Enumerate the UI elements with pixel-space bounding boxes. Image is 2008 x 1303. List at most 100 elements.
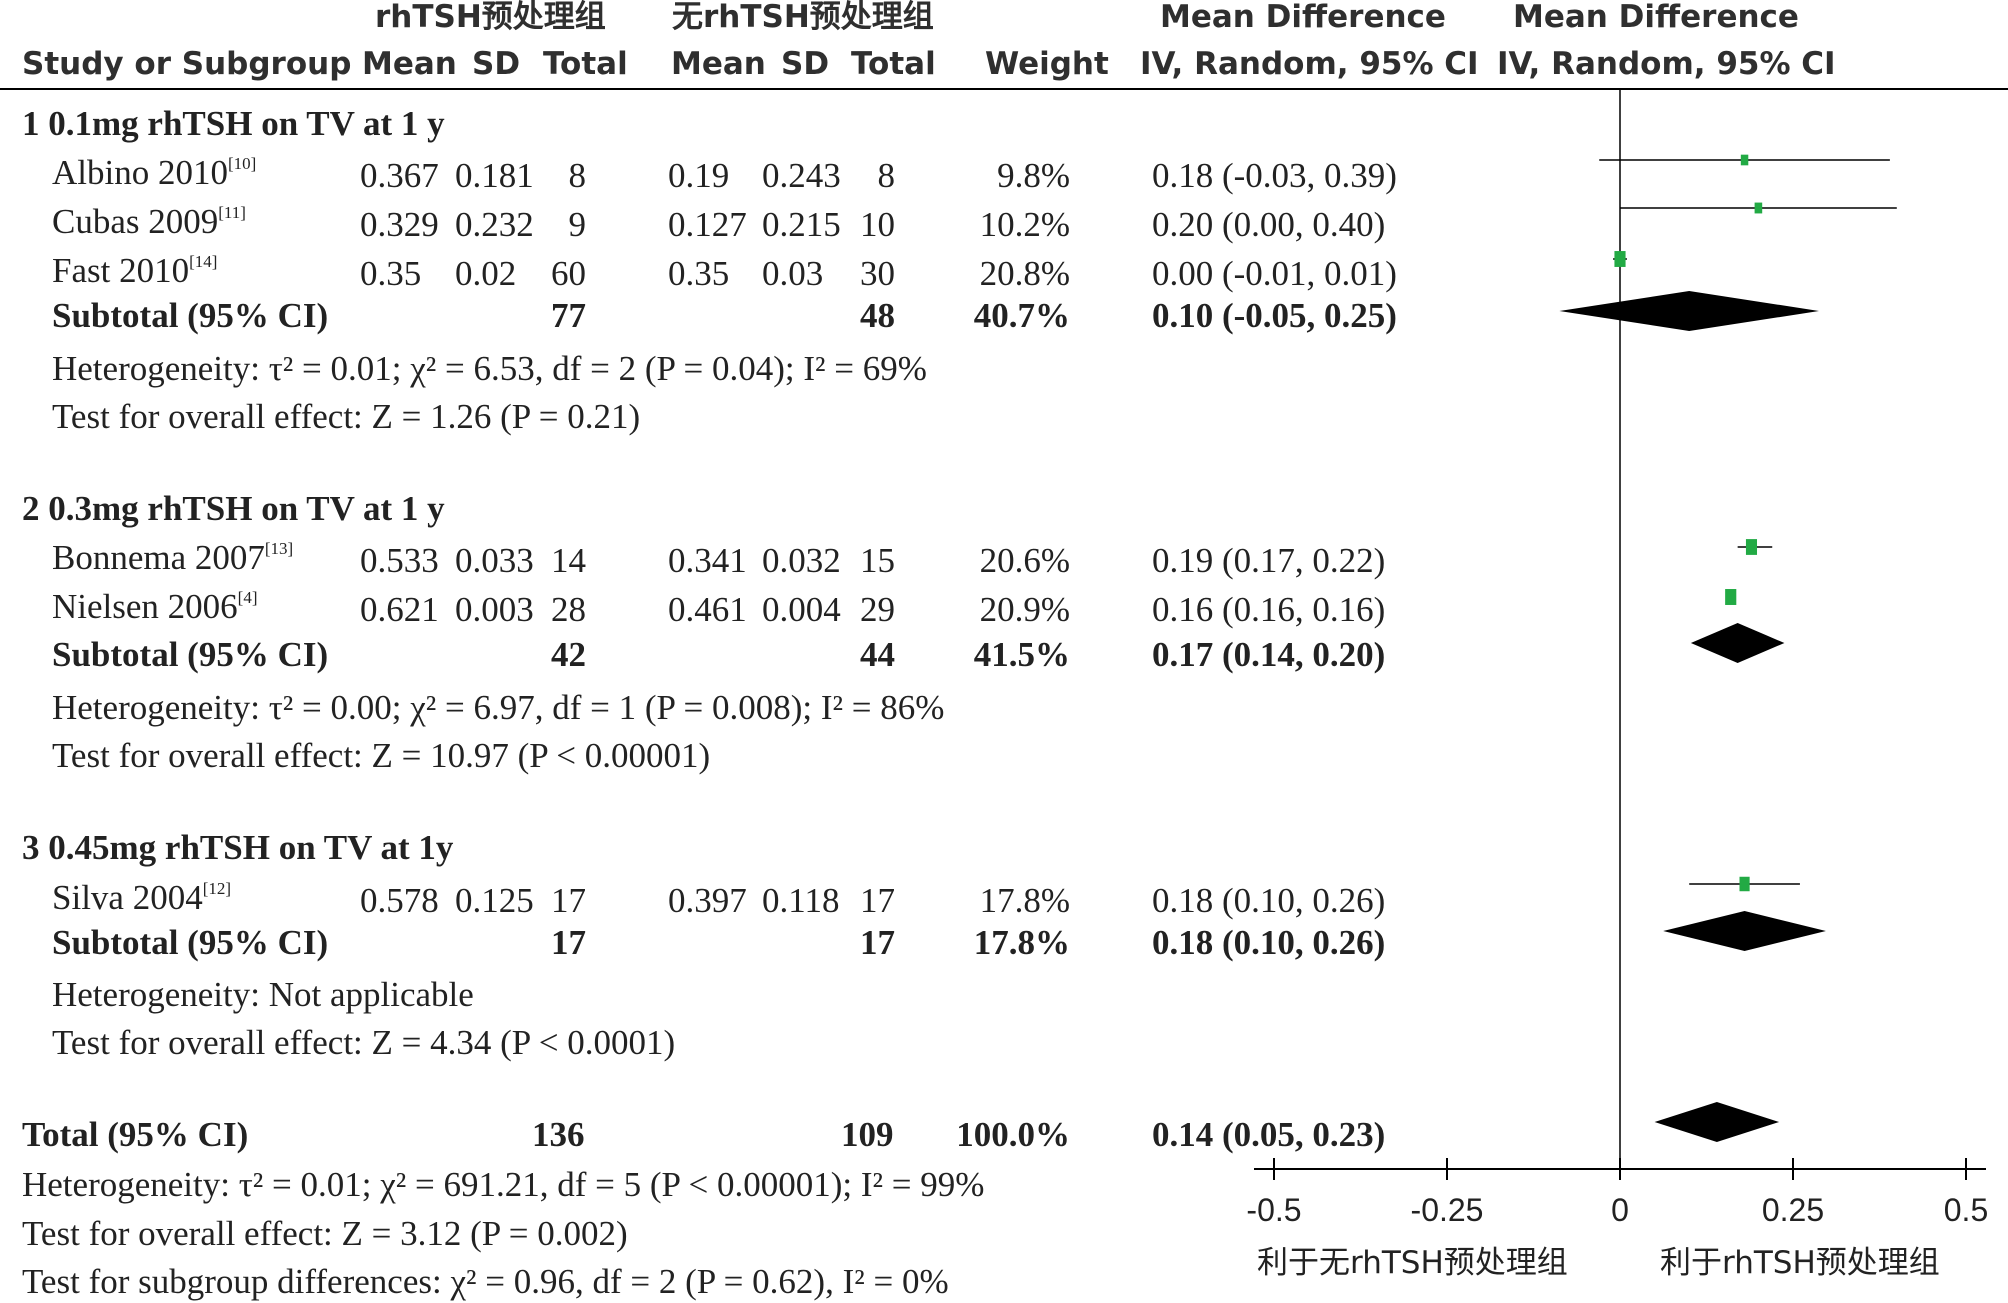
study-marker <box>1754 202 1763 214</box>
n1-value: 9 <box>568 205 587 244</box>
reference-marker: [14] <box>189 252 218 272</box>
weight-value: 20.8% <box>979 254 1070 293</box>
n2-value: 17 <box>860 881 895 920</box>
study-name: Bonnema 2007[13] <box>52 538 294 577</box>
ci-value: 0.18 (0.10, 0.26) <box>1152 881 1386 920</box>
weight-value: 17.8% <box>979 881 1070 920</box>
n1-value: 17 <box>551 881 586 920</box>
total2-header: Total <box>851 46 936 82</box>
subtotal-ci: 0.17 (0.14, 0.20) <box>1152 635 1386 674</box>
total1-header: Total <box>543 46 628 82</box>
subtotal-label: Subtotal (95% CI) <box>52 923 329 962</box>
subtotal-label: Subtotal (95% CI) <box>52 635 329 674</box>
sd2-value: 0.004 <box>762 590 841 629</box>
ci-value: 0.19 (0.17, 0.22) <box>1152 541 1386 580</box>
mean2-header: Mean <box>671 46 766 82</box>
n2-value: 8 <box>877 156 896 195</box>
mean1-header: Mean <box>362 46 457 82</box>
mean1-value: 0.35 <box>360 254 422 293</box>
heterogeneity-text: Heterogeneity: τ² = 0.00; χ² = 6.97, df … <box>52 688 945 727</box>
subtotal-n2: 17 <box>860 923 895 962</box>
x-axis-tick-label: -0.25 <box>1411 1192 1484 1228</box>
subtotal-weight: 41.5% <box>973 635 1070 674</box>
mean2-value: 0.397 <box>668 881 747 920</box>
subgroup-1-title: 1 0.1mg rhTSH on TV at 1 y <box>22 104 445 143</box>
favours-left-label: 利于无rhTSH预处理组 <box>1257 1245 1568 1281</box>
ci-value: 0.00 (-0.01, 0.01) <box>1152 254 1397 293</box>
total-diamond <box>1654 1102 1780 1142</box>
md-plot-sub-header: IV, Random, 95% CI <box>1497 46 1836 82</box>
sd2-value: 0.032 <box>762 541 841 580</box>
subtotal-diamond <box>1663 911 1826 951</box>
study-name: Nielsen 2006[4] <box>52 587 258 626</box>
subtotal-diamond <box>1690 623 1785 663</box>
weight-value: 20.9% <box>979 590 1070 629</box>
reference-marker: [12] <box>202 879 232 899</box>
sd2-header: SD <box>781 46 830 82</box>
x-axis-tick-label: -0.5 <box>1246 1192 1301 1228</box>
sd1-value: 0.232 <box>455 205 534 244</box>
header-rule <box>0 88 2008 90</box>
sd1-value: 0.033 <box>455 541 534 580</box>
x-axis-tick-label: 0.25 <box>1762 1192 1824 1228</box>
x-axis-tick-label: 0 <box>1611 1192 1629 1228</box>
total-label: Total (95% CI) <box>22 1115 249 1154</box>
mean1-value: 0.329 <box>360 205 439 244</box>
overall-effect-text: Test for overall effect: Z = 10.97 (P < … <box>52 736 711 775</box>
heterogeneity-text: Heterogeneity: Not applicable <box>52 975 474 1014</box>
mean2-value: 0.35 <box>668 254 730 293</box>
subtotal-weight: 40.7% <box>973 296 1070 335</box>
total-n1: 136 <box>532 1115 585 1154</box>
n1-value: 8 <box>568 156 587 195</box>
sd2-value: 0.215 <box>762 205 841 244</box>
favours-right-label: 利于rhTSH预处理组 <box>1660 1245 1940 1281</box>
subtotal-n2: 44 <box>860 635 895 674</box>
study-marker <box>1725 589 1737 605</box>
n2-value: 15 <box>860 541 895 580</box>
total-overall-effect-text: Test for overall effect: Z = 3.12 (P = 0… <box>22 1214 628 1253</box>
reference-marker: [11] <box>218 203 246 223</box>
subgroup-differences-text: Test for subgroup differences: χ² = 0.96… <box>22 1262 949 1301</box>
md-plot-title-header: Mean Difference <box>1513 0 1799 35</box>
md-sub-header: IV, Random, 95% CI <box>1140 46 1479 82</box>
sd1-value: 0.003 <box>455 590 534 629</box>
subtotal-n1: 17 <box>551 923 586 962</box>
total-n2: 109 <box>841 1115 894 1154</box>
subgroup-3-title: 3 0.45mg rhTSH on TV at 1y <box>22 828 454 867</box>
n2-value: 10 <box>860 205 895 244</box>
mean1-value: 0.367 <box>360 156 439 195</box>
mean2-value: 0.461 <box>668 590 747 629</box>
study-marker <box>1740 154 1749 166</box>
subtotal-weight: 17.8% <box>973 923 1070 962</box>
plot-layer: -0.5 -0.25 0 0.25 0.5 <box>1246 90 1988 1228</box>
sd2-value: 0.03 <box>762 254 824 293</box>
weight-value: 10.2% <box>979 205 1070 244</box>
x-axis-tick-label: 0.5 <box>1944 1192 1988 1228</box>
md-title-header: Mean Difference <box>1160 0 1446 35</box>
mean1-value: 0.578 <box>360 881 439 920</box>
n1-value: 14 <box>551 541 586 580</box>
study-column-header: Study or Subgroup <box>22 46 352 82</box>
n1-value: 60 <box>551 254 586 293</box>
weight-header: Weight <box>985 46 1109 82</box>
subtotal-ci: 0.10 (-0.05, 0.25) <box>1152 296 1397 335</box>
weight-value: 20.6% <box>979 541 1070 580</box>
reference-marker: [10] <box>227 154 257 174</box>
sd1-header: SD <box>472 46 521 82</box>
overall-effect-text: Test for overall effect: Z = 4.34 (P < 0… <box>52 1023 676 1062</box>
ci-value: 0.16 (0.16, 0.16) <box>1152 590 1386 629</box>
study-name: Fast 2010[14] <box>52 251 218 290</box>
subtotal-diamond <box>1559 291 1819 331</box>
n1-value: 28 <box>551 590 586 629</box>
subgroup-2-title: 2 0.3mg rhTSH on TV at 1 y <box>22 489 445 528</box>
study-marker <box>1739 876 1750 892</box>
study-marker <box>1614 251 1626 267</box>
n2-value: 30 <box>860 254 895 293</box>
mean1-value: 0.533 <box>360 541 439 580</box>
mean2-value: 0.19 <box>668 156 730 195</box>
total-heterogeneity-text: Heterogeneity: τ² = 0.01; χ² = 691.21, d… <box>22 1165 985 1204</box>
reference-marker: [4] <box>237 588 258 608</box>
group1-header: rhTSH预处理组 <box>375 0 606 35</box>
study-name: Albino 2010[10] <box>52 153 257 192</box>
